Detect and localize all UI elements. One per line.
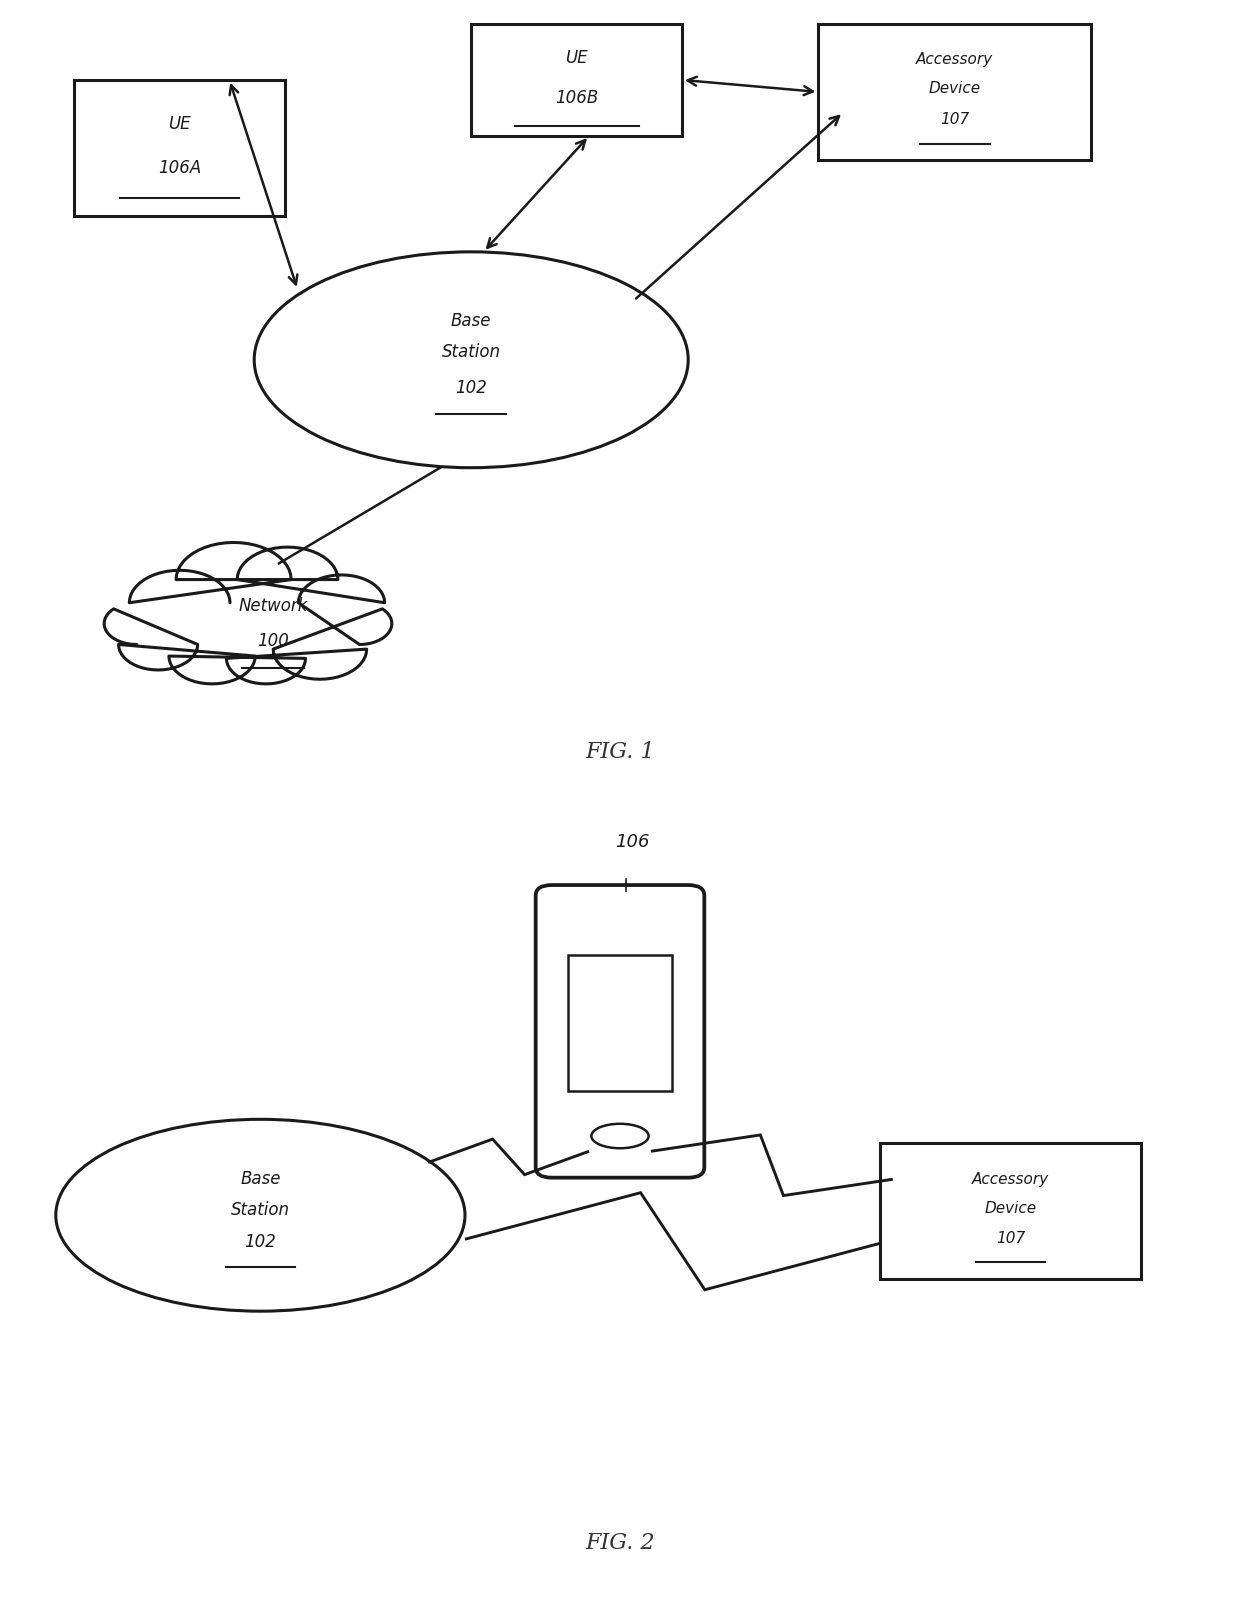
Bar (568, 955, 672, 1091)
Text: 106B: 106B (556, 88, 598, 107)
Text: 106A: 106A (159, 158, 201, 177)
Bar (74, 80, 285, 216)
Text: Base: Base (241, 1170, 280, 1188)
Text: Accessory: Accessory (916, 53, 993, 67)
Bar (471, 24, 682, 136)
Text: Network: Network (238, 596, 308, 616)
Text: Accessory: Accessory (972, 1172, 1049, 1186)
Text: 102: 102 (244, 1233, 277, 1250)
Text: Base: Base (451, 312, 491, 331)
Text: Device: Device (985, 1201, 1037, 1215)
Text: 107: 107 (940, 112, 970, 128)
Text: FIG. 2: FIG. 2 (585, 1532, 655, 1554)
Text: UE: UE (169, 115, 191, 133)
Text: Station: Station (231, 1201, 290, 1218)
Bar (818, 24, 1091, 160)
Text: 102: 102 (455, 379, 487, 397)
Text: 107: 107 (996, 1231, 1025, 1246)
Text: FIG. 1: FIG. 1 (585, 740, 655, 763)
Text: UE: UE (565, 48, 588, 67)
Bar (880, 1143, 1141, 1279)
Text: Device: Device (929, 82, 981, 96)
Text: 106: 106 (615, 833, 650, 851)
Text: Station: Station (441, 342, 501, 361)
Text: 100: 100 (257, 632, 289, 651)
